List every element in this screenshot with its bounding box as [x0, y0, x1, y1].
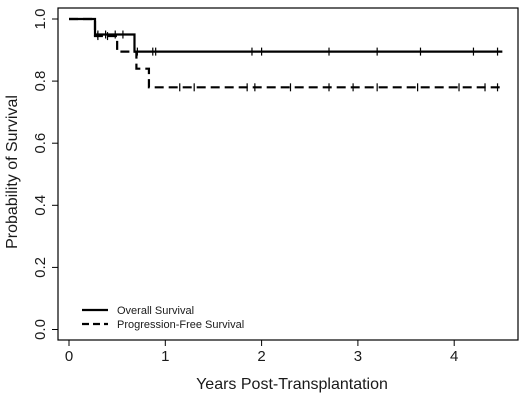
- plot-frame: [57, 7, 519, 341]
- x-tick-label: 0: [65, 348, 73, 365]
- y-tick-label: 0.6: [32, 133, 49, 154]
- legend-label: Progression-Free Survival: [117, 319, 244, 331]
- x-tick-label: 1: [161, 348, 169, 365]
- x-tick-label: 2: [257, 348, 265, 365]
- y-tick-label: 0.0: [32, 319, 49, 340]
- series-line-progression-free-survival: [69, 17, 503, 89]
- x-tick-label: 4: [450, 348, 458, 365]
- x-axis-label: Years Post-Transplantation: [196, 376, 388, 393]
- y-tick-label: 1.0: [32, 9, 49, 30]
- x-tick-label: 3: [354, 348, 362, 365]
- y-tick-label: 0.2: [32, 257, 49, 278]
- legend-label: Overall Survival: [117, 305, 194, 317]
- series-line-overall-survival: [69, 17, 503, 53]
- y-tick-label: 0.8: [32, 71, 49, 92]
- y-tick-label: 0.4: [32, 195, 49, 216]
- y-axis-label: Probability of Survival: [4, 95, 21, 249]
